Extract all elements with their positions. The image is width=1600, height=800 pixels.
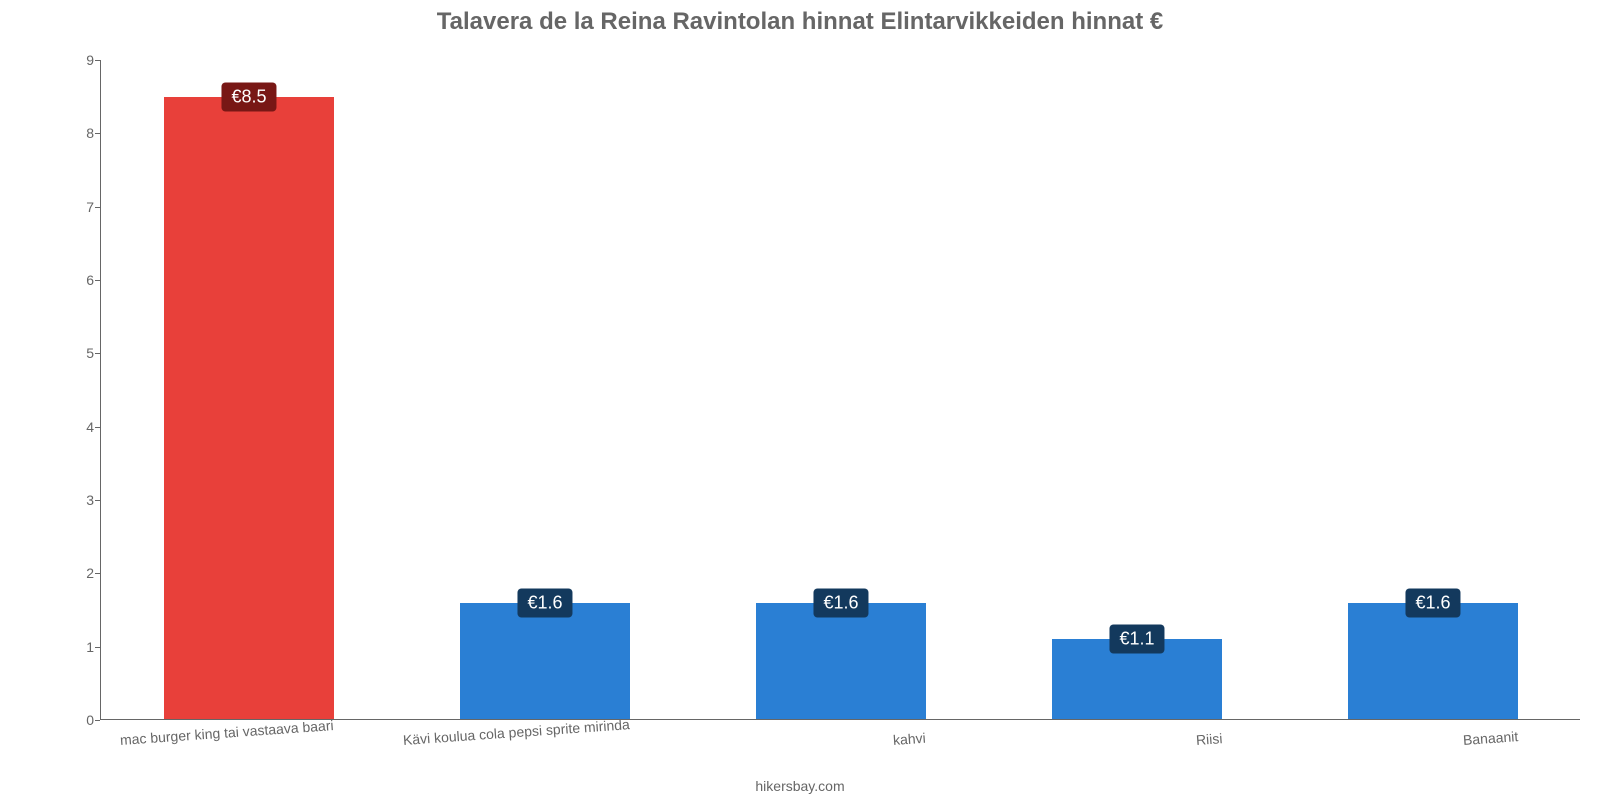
x-category-label: mac burger king tai vastaava baari (119, 717, 334, 748)
credit-text: hikersbay.com (0, 778, 1600, 794)
x-category-label: Banaanit (1462, 728, 1518, 748)
y-tick-mark (95, 427, 100, 428)
y-tick-label: 8 (60, 125, 94, 141)
y-tick-mark (95, 720, 100, 721)
y-tick-label: 3 (60, 492, 94, 508)
y-tick-label: 2 (60, 565, 94, 581)
y-tick-label: 4 (60, 419, 94, 435)
price-bar-chart: Talavera de la Reina Ravintolan hinnat E… (0, 0, 1600, 800)
y-tick-mark (95, 133, 100, 134)
y-tick-label: 5 (60, 345, 94, 361)
bar-value-label: €1.6 (517, 588, 572, 617)
bar (459, 602, 631, 719)
y-tick-mark (95, 60, 100, 61)
y-tick-mark (95, 573, 100, 574)
bar (755, 602, 927, 719)
bar (163, 96, 335, 719)
plot-area: €8.5 €1.6 €1.6 €1.1 €1.6 (100, 60, 1580, 720)
y-tick-label: 7 (60, 199, 94, 215)
x-category-label: Riisi (1195, 730, 1223, 748)
x-category-label: Kävi koulua cola pepsi sprite mirinda (402, 716, 630, 748)
x-category-label: kahvi (892, 730, 926, 748)
bar-value-label: €1.6 (1405, 588, 1460, 617)
y-tick-label: 9 (60, 52, 94, 68)
chart-title: Talavera de la Reina Ravintolan hinnat E… (0, 8, 1600, 36)
y-tick-label: 0 (60, 712, 94, 728)
bar-value-label: €1.1 (1109, 625, 1164, 654)
bar-value-label: €1.6 (813, 588, 868, 617)
y-tick-mark (95, 353, 100, 354)
y-tick-mark (95, 500, 100, 501)
y-tick-label: 1 (60, 639, 94, 655)
y-tick-mark (95, 647, 100, 648)
y-tick-mark (95, 280, 100, 281)
bar-value-label: €8.5 (221, 82, 276, 111)
y-tick-mark (95, 207, 100, 208)
bar (1347, 602, 1519, 719)
y-tick-label: 6 (60, 272, 94, 288)
